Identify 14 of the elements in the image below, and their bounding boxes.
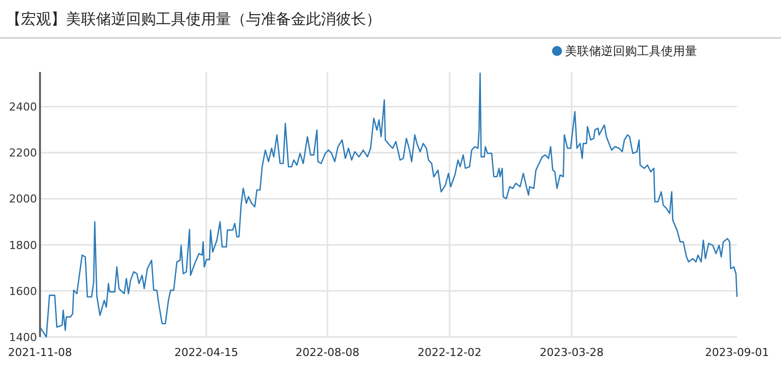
y-tick-label: 2400 (9, 100, 37, 114)
x-tick-label: 2022-12-02 (418, 346, 482, 359)
x-tick-label: 2023-03-28 (540, 346, 604, 359)
x-tick-label: 2022-04-15 (174, 346, 238, 359)
y-tick-label: 2000 (9, 192, 37, 206)
legend: 美联储逆回购工具使用量 (552, 44, 697, 58)
title: 【宏观】美联储逆回购工具使用量（与准备金此消彼长） (6, 10, 381, 28)
y-tick-label: 1800 (9, 238, 37, 252)
x-tick-label: 2021-11-08 (8, 346, 72, 359)
x-tick-label: 2023-09-01 (705, 346, 769, 359)
y-tick-label: 1400 (9, 331, 37, 344)
y-tick-label: 2200 (9, 146, 37, 160)
y-tick-label: 1600 (9, 284, 37, 298)
x-tick-label: 2022-08-08 (295, 346, 360, 359)
